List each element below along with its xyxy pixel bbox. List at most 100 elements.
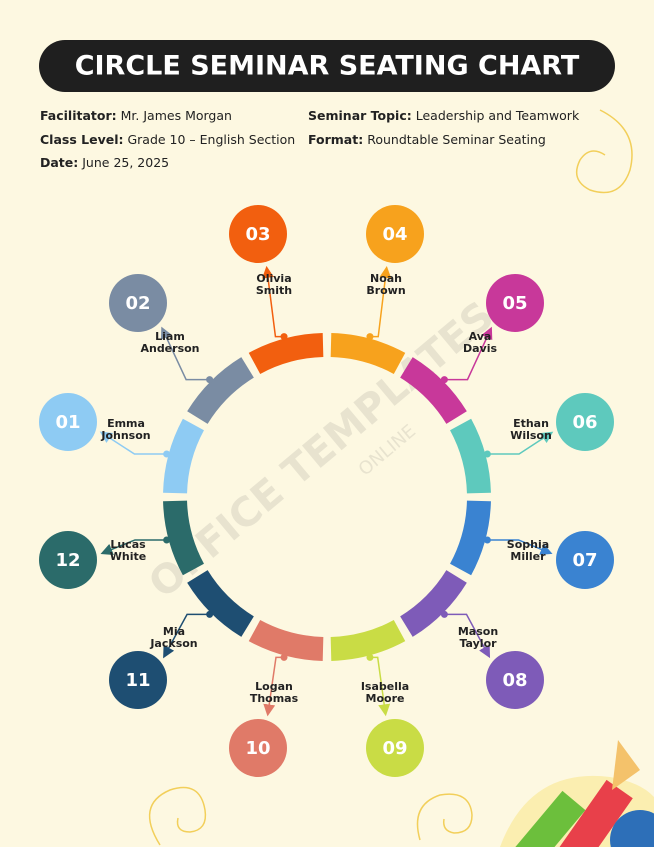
connector-dot: [163, 536, 171, 544]
title: CIRCLE SEMINAR SEATING CHART: [75, 51, 580, 82]
seat-circle: [39, 393, 97, 451]
seat-first-name: Noah: [370, 272, 402, 285]
spiral: [416, 793, 473, 841]
seat-number: 12: [55, 550, 80, 571]
connector-dot: [280, 333, 288, 341]
ring-segment: [187, 569, 255, 637]
ring-segment: [399, 569, 467, 637]
seat-number: 09: [382, 738, 407, 759]
seat-first-name: Lucas: [110, 538, 146, 551]
seat-last-name: Davis: [463, 342, 497, 355]
seat-number: 08: [502, 670, 527, 691]
seat-first-name: Isabella: [361, 680, 409, 693]
ring-segment: [187, 357, 255, 425]
seat-last-name: Johnson: [100, 429, 150, 442]
ring-segment: [449, 418, 491, 494]
seat-first-name: Emma: [107, 417, 145, 430]
info-line: Format: Roundtable Seminar Seating: [308, 132, 546, 147]
ring-segment: [248, 333, 324, 375]
ring-segment: [399, 357, 467, 425]
ring-segment: [163, 500, 205, 576]
connector-dot: [366, 333, 374, 341]
seat-last-name: White: [110, 550, 146, 563]
info-value: Grade 10 – English Section: [127, 132, 295, 147]
seat-number: 10: [245, 738, 270, 759]
info-line: Date: June 25, 2025: [40, 155, 169, 170]
ring-segment: [163, 418, 205, 494]
connector: [487, 539, 553, 555]
info-line: Facilitator: Mr. James Morgan: [40, 108, 232, 123]
seat-first-name: Olivia: [256, 272, 291, 285]
spiral: [575, 109, 633, 194]
seat-number: 01: [55, 412, 80, 433]
seat-last-name: Brown: [366, 284, 405, 297]
seat-circle: [229, 719, 287, 777]
connector-dot: [280, 653, 288, 661]
seat-first-name: Mason: [458, 625, 498, 638]
connector: [444, 326, 493, 381]
seat-circle: [486, 274, 544, 332]
seat-number: 02: [125, 293, 150, 314]
seat-number: 03: [245, 224, 270, 245]
title-bar: [39, 40, 615, 92]
seat-number: 11: [125, 670, 150, 691]
seat-circle: [486, 651, 544, 709]
connector-dot: [163, 450, 171, 458]
seat-last-name: Jackson: [149, 637, 197, 650]
seat-circle: [109, 651, 167, 709]
connector: [487, 431, 554, 455]
info-label: Format:: [308, 132, 363, 147]
seat-number: 07: [572, 550, 597, 571]
seat-first-name: Sophia: [507, 538, 549, 551]
seat-first-name: Liam: [155, 330, 185, 343]
seat-first-name: Mia: [163, 625, 185, 638]
seat-last-name: Thomas: [250, 692, 299, 705]
seat-circle: [556, 531, 614, 589]
seat-circle: [39, 531, 97, 589]
ring-segment: [449, 500, 491, 576]
seat-circle: [366, 719, 424, 777]
seat-circle: [366, 205, 424, 263]
spiral: [148, 786, 207, 846]
info-label: Class Level:: [40, 132, 123, 147]
info-value: Roundtable Seminar Seating: [367, 132, 546, 147]
connector-dot: [366, 653, 374, 661]
ring-segment: [330, 333, 406, 375]
connector-dot: [206, 376, 214, 384]
seat-last-name: Smith: [256, 284, 292, 297]
seat-number: 05: [502, 293, 527, 314]
info-value: Leadership and Teamwork: [416, 108, 580, 123]
connector-dot: [440, 376, 448, 384]
seat-number: 04: [382, 224, 407, 245]
connector: [100, 539, 167, 556]
ring-segment: [248, 619, 324, 661]
seat-last-name: Taylor: [459, 637, 497, 650]
connector-dot: [483, 450, 491, 458]
connector-dot: [483, 536, 491, 544]
connector: [444, 613, 491, 659]
seat-last-name: Moore: [366, 692, 405, 705]
connector-dot: [206, 610, 214, 618]
info-label: Date:: [40, 155, 78, 170]
info-label: Seminar Topic:: [308, 108, 412, 123]
pencils: [504, 740, 654, 847]
connector: [160, 326, 210, 381]
seat-first-name: Ava: [469, 330, 492, 343]
seat-first-name: Ethan: [513, 417, 549, 430]
info-label: Facilitator:: [40, 108, 117, 123]
connector: [163, 613, 210, 659]
seat-last-name: Anderson: [140, 342, 199, 355]
info-line: Seminar Topic: Leadership and Teamwork: [308, 108, 580, 123]
connector-dot: [440, 610, 448, 618]
seat-last-name: Wilson: [510, 429, 552, 442]
info-value: Mr. James Morgan: [121, 108, 232, 123]
seat-last-name: Miller: [510, 550, 546, 563]
ring-segment: [330, 619, 406, 661]
seat-circle: [229, 205, 287, 263]
seat-circle: [556, 393, 614, 451]
info-value: June 25, 2025: [81, 155, 169, 170]
seat-first-name: Logan: [255, 680, 293, 693]
info-line: Class Level: Grade 10 – English Section: [40, 132, 295, 147]
